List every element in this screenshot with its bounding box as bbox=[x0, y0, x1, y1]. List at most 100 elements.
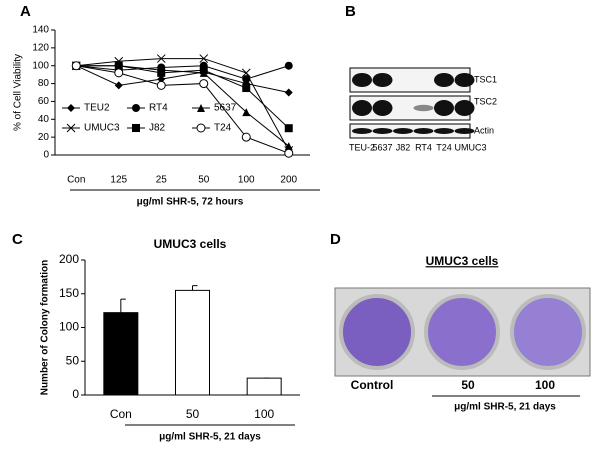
y-tick-label: 140 bbox=[32, 25, 49, 36]
chart-title: UMUC3 cells bbox=[154, 237, 227, 251]
blot-band bbox=[434, 100, 454, 116]
legend-label: J82 bbox=[149, 123, 166, 134]
legend-label: RT4 bbox=[149, 103, 168, 114]
x-tick-label: 50 bbox=[186, 407, 200, 421]
blot-band bbox=[454, 73, 475, 87]
lane-label: UMUC3 bbox=[454, 142, 486, 152]
marker bbox=[71, 61, 81, 71]
y-tick-label: 150 bbox=[59, 286, 79, 300]
protein-label: TSC1 bbox=[474, 74, 497, 84]
x-tick-label: 125 bbox=[110, 175, 127, 186]
legend-label: 5637 bbox=[214, 103, 237, 114]
marker bbox=[199, 79, 209, 89]
lane-label: 5637 bbox=[372, 142, 392, 152]
marker bbox=[67, 104, 75, 112]
bar bbox=[103, 312, 139, 396]
marker bbox=[114, 61, 123, 70]
panel-letter: C bbox=[12, 231, 23, 248]
marker bbox=[66, 123, 76, 133]
lane-label: TEU-2 bbox=[349, 142, 375, 152]
marker bbox=[199, 54, 209, 63]
marker bbox=[242, 84, 251, 93]
marker bbox=[197, 104, 205, 112]
x-axis-label: μg/ml SHR-5, 72 hours bbox=[137, 197, 244, 208]
marker bbox=[157, 68, 166, 77]
legend-label: TEU2 bbox=[84, 103, 110, 114]
bar bbox=[175, 289, 210, 396]
y-tick-label: 0 bbox=[43, 150, 49, 161]
panel-letter: B bbox=[345, 3, 356, 20]
y-tick-label: 120 bbox=[32, 42, 49, 53]
x-tick-label: 100 bbox=[254, 407, 274, 421]
lane-label: J82 bbox=[396, 142, 411, 152]
marker bbox=[241, 132, 251, 142]
legend-label: T24 bbox=[214, 123, 232, 134]
marker bbox=[241, 68, 251, 78]
marker bbox=[284, 88, 293, 97]
protein-label: TSC2 bbox=[474, 96, 497, 106]
marker bbox=[284, 148, 294, 158]
blot-band bbox=[434, 73, 454, 87]
series-line bbox=[76, 65, 289, 154]
plate bbox=[510, 294, 586, 370]
lane-label: T24 bbox=[436, 142, 452, 152]
blot-band bbox=[434, 128, 454, 134]
plate-label: 100 bbox=[535, 378, 555, 392]
y-tick-label: 20 bbox=[38, 132, 50, 143]
plate bbox=[339, 294, 415, 370]
y-tick-label: 60 bbox=[38, 96, 50, 107]
plate-label: Control bbox=[351, 378, 394, 392]
blot-band bbox=[352, 128, 372, 134]
x-tick-label: 100 bbox=[238, 175, 255, 186]
blot-band bbox=[413, 104, 434, 112]
plates-xlabel: μg/ml SHR-5, 21 days bbox=[454, 402, 556, 413]
x-tick-label: 25 bbox=[156, 175, 168, 186]
marker bbox=[199, 66, 208, 75]
plate-label: 50 bbox=[461, 378, 475, 392]
marker bbox=[284, 124, 293, 133]
x-axis-label: μg/ml SHR-5, 21 days bbox=[159, 432, 261, 443]
marker bbox=[157, 75, 166, 84]
blot-band bbox=[372, 128, 393, 134]
y-tick-label: 100 bbox=[59, 320, 79, 334]
y-tick-label: 0 bbox=[72, 387, 79, 401]
x-tick-label: 50 bbox=[198, 175, 210, 186]
marker bbox=[114, 81, 123, 90]
y-axis-label: Number of Colony formation bbox=[40, 260, 51, 396]
blot-band bbox=[454, 128, 475, 134]
blot-band bbox=[454, 100, 475, 116]
legend-label: UMUC3 bbox=[84, 123, 120, 134]
x-tick-label: Con bbox=[67, 175, 85, 186]
bar bbox=[246, 377, 282, 396]
blot-band bbox=[352, 73, 372, 87]
blot-band bbox=[393, 128, 413, 134]
series-line bbox=[76, 65, 289, 80]
y-tick-label: 80 bbox=[38, 78, 50, 89]
marker bbox=[132, 124, 140, 132]
blot-band bbox=[372, 73, 393, 87]
panel-letter: D bbox=[330, 231, 341, 248]
marker bbox=[196, 123, 206, 133]
marker bbox=[156, 54, 166, 63]
y-tick-label: 200 bbox=[59, 252, 79, 266]
marker bbox=[114, 68, 124, 78]
series-line bbox=[76, 65, 290, 129]
marker bbox=[156, 80, 166, 90]
x-tick-label: 200 bbox=[280, 175, 297, 186]
panel-letter: A bbox=[20, 3, 31, 20]
marker bbox=[284, 61, 293, 70]
y-tick-label: 50 bbox=[66, 353, 80, 367]
plates-image bbox=[334, 287, 591, 377]
blot-band bbox=[352, 100, 372, 116]
marker bbox=[242, 108, 251, 117]
protein-label: Actin bbox=[474, 125, 494, 135]
series-line bbox=[76, 58, 290, 151]
lane-label: RT4 bbox=[415, 142, 432, 152]
y-tick-label: 100 bbox=[32, 60, 49, 71]
plates-title: UMUC3 cells bbox=[426, 254, 499, 268]
series-line bbox=[76, 65, 289, 93]
plate bbox=[424, 294, 500, 370]
western-blot bbox=[349, 67, 471, 139]
blot-band bbox=[413, 128, 434, 134]
